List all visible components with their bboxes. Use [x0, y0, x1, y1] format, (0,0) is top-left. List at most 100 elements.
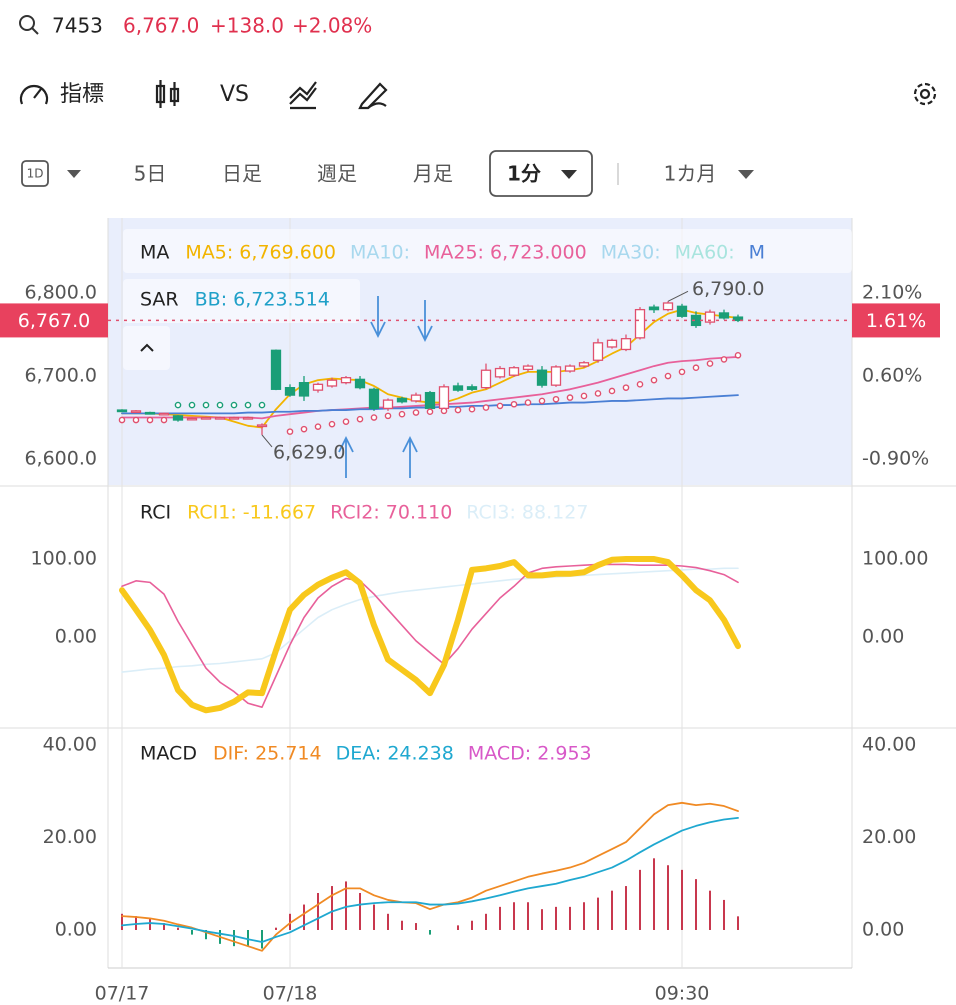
indicator-line: [121, 816, 739, 943]
low-leader: [261, 434, 273, 448]
candle-body: [508, 367, 520, 376]
legend-title: RCI: [140, 502, 171, 524]
legend-title: MA: [140, 242, 169, 264]
sar-dot: [720, 356, 728, 363]
y2-tick-label: 2.10%: [862, 281, 922, 303]
candle-body: [522, 365, 534, 371]
legend-item: M: [749, 242, 765, 264]
sar-dot: [398, 410, 406, 418]
sar-dot: [706, 360, 714, 367]
chevron-icon[interactable]: [140, 343, 154, 352]
legend-item: MA10:: [350, 242, 410, 264]
timeframe-option[interactable]: 週足: [317, 162, 357, 186]
sar-dot: [650, 376, 658, 384]
legend-title: MACD: [140, 743, 197, 765]
sar-dot: [356, 415, 364, 423]
indicator-line: [121, 801, 739, 952]
dropdown-arrow[interactable]: [738, 170, 754, 179]
candle-body: [158, 412, 170, 416]
sar-dot: [468, 405, 476, 413]
candle-body: [214, 416, 226, 420]
indicator-line: [121, 567, 739, 673]
pen-icon[interactable]: [358, 82, 388, 110]
sar-dot: [482, 404, 490, 411]
low-label: 6,629.0: [273, 441, 346, 463]
candle-body: [424, 391, 436, 410]
candle-body: [200, 416, 212, 420]
compare-button[interactable]: VS: [220, 82, 249, 107]
selected-timeframe-label[interactable]: 1分: [507, 162, 541, 186]
interval-icon-label[interactable]: 1D: [27, 167, 44, 181]
search-icon[interactable]: [19, 15, 39, 35]
candle-body: [550, 366, 562, 386]
candle-body: [396, 397, 408, 403]
signal-arrows: [338, 296, 433, 478]
range-option[interactable]: 1カ月: [664, 162, 717, 186]
sar-dot: [258, 401, 266, 409]
collapse-button[interactable]: [123, 326, 170, 370]
sar-dot: [146, 416, 154, 424]
sar-dot: [342, 418, 350, 425]
settings-icon[interactable]: [913, 82, 937, 106]
symbol[interactable]: 7453: [52, 14, 103, 38]
y2-tick-label: 20.00: [862, 826, 916, 848]
sar-dot: [496, 402, 504, 410]
interval-icon[interactable]: [21, 160, 49, 187]
sar-dot: [580, 392, 588, 400]
candle-body: [452, 385, 464, 391]
dropdown-arrow[interactable]: [67, 170, 81, 178]
candle-body: [256, 424, 268, 428]
sar-dot: [328, 420, 336, 428]
legend-item: MA25: 6,723.000: [424, 242, 587, 264]
sar-dot: [594, 390, 602, 397]
candle-body: [130, 410, 142, 414]
sar-dot: [370, 414, 378, 421]
candle-body: [368, 388, 380, 410]
y2-tick-label: 0.00: [862, 625, 904, 647]
candle-body: [242, 416, 254, 420]
sar-dot: [384, 412, 392, 420]
sar-dot: [510, 400, 518, 408]
sar-dot: [118, 416, 126, 424]
candle-body: [592, 342, 604, 361]
y-tick-label: 6,800.0: [24, 282, 97, 304]
candle-body: [718, 312, 730, 319]
candle-body: [284, 386, 296, 396]
sar-dot: [286, 428, 294, 435]
y-tick-label: 0.00: [55, 918, 97, 940]
candle-body: [326, 379, 338, 387]
sar-dot: [734, 351, 742, 359]
timeframe-option[interactable]: 5日: [134, 162, 167, 186]
candle-body: [116, 409, 128, 413]
legend-box: [123, 229, 852, 273]
y-tick-label: 6,700.0: [24, 365, 97, 387]
sar-dot: [622, 384, 630, 391]
last-pct-tag: [852, 303, 940, 338]
candle-body: [578, 362, 590, 367]
indicators-button[interactable]: 指標: [60, 82, 104, 107]
price: 6,767.0: [123, 14, 199, 38]
candle-body: [354, 378, 366, 389]
legend-item: RCI2: 70.110: [330, 502, 452, 524]
selected-timeframe[interactable]: [489, 150, 593, 197]
indicator-icon[interactable]: [19, 84, 49, 105]
candle-body: [536, 369, 548, 386]
sar-dot: [160, 416, 168, 424]
indicator-line: [121, 563, 739, 708]
sar-dot: [244, 401, 252, 409]
sar-dot: [314, 423, 322, 430]
drawing-icon[interactable]: [289, 81, 317, 110]
candle-body: [270, 349, 282, 390]
y-tick-label: 6,600.0: [24, 448, 97, 470]
timeframe-option[interactable]: 月足: [413, 162, 453, 186]
candle-body: [662, 302, 674, 311]
dropdown-arrow[interactable]: [561, 170, 577, 179]
candle-icon[interactable]: [155, 80, 180, 108]
sar-dot: [524, 399, 532, 406]
legend-item: RCI3: 88.127: [466, 502, 588, 524]
sar-dot: [566, 394, 574, 401]
timeframe-option[interactable]: 日足: [222, 162, 262, 186]
candle-body: [144, 411, 156, 415]
legend-item: MA30:: [601, 242, 661, 264]
y-tick-label: 0.00: [55, 625, 97, 647]
